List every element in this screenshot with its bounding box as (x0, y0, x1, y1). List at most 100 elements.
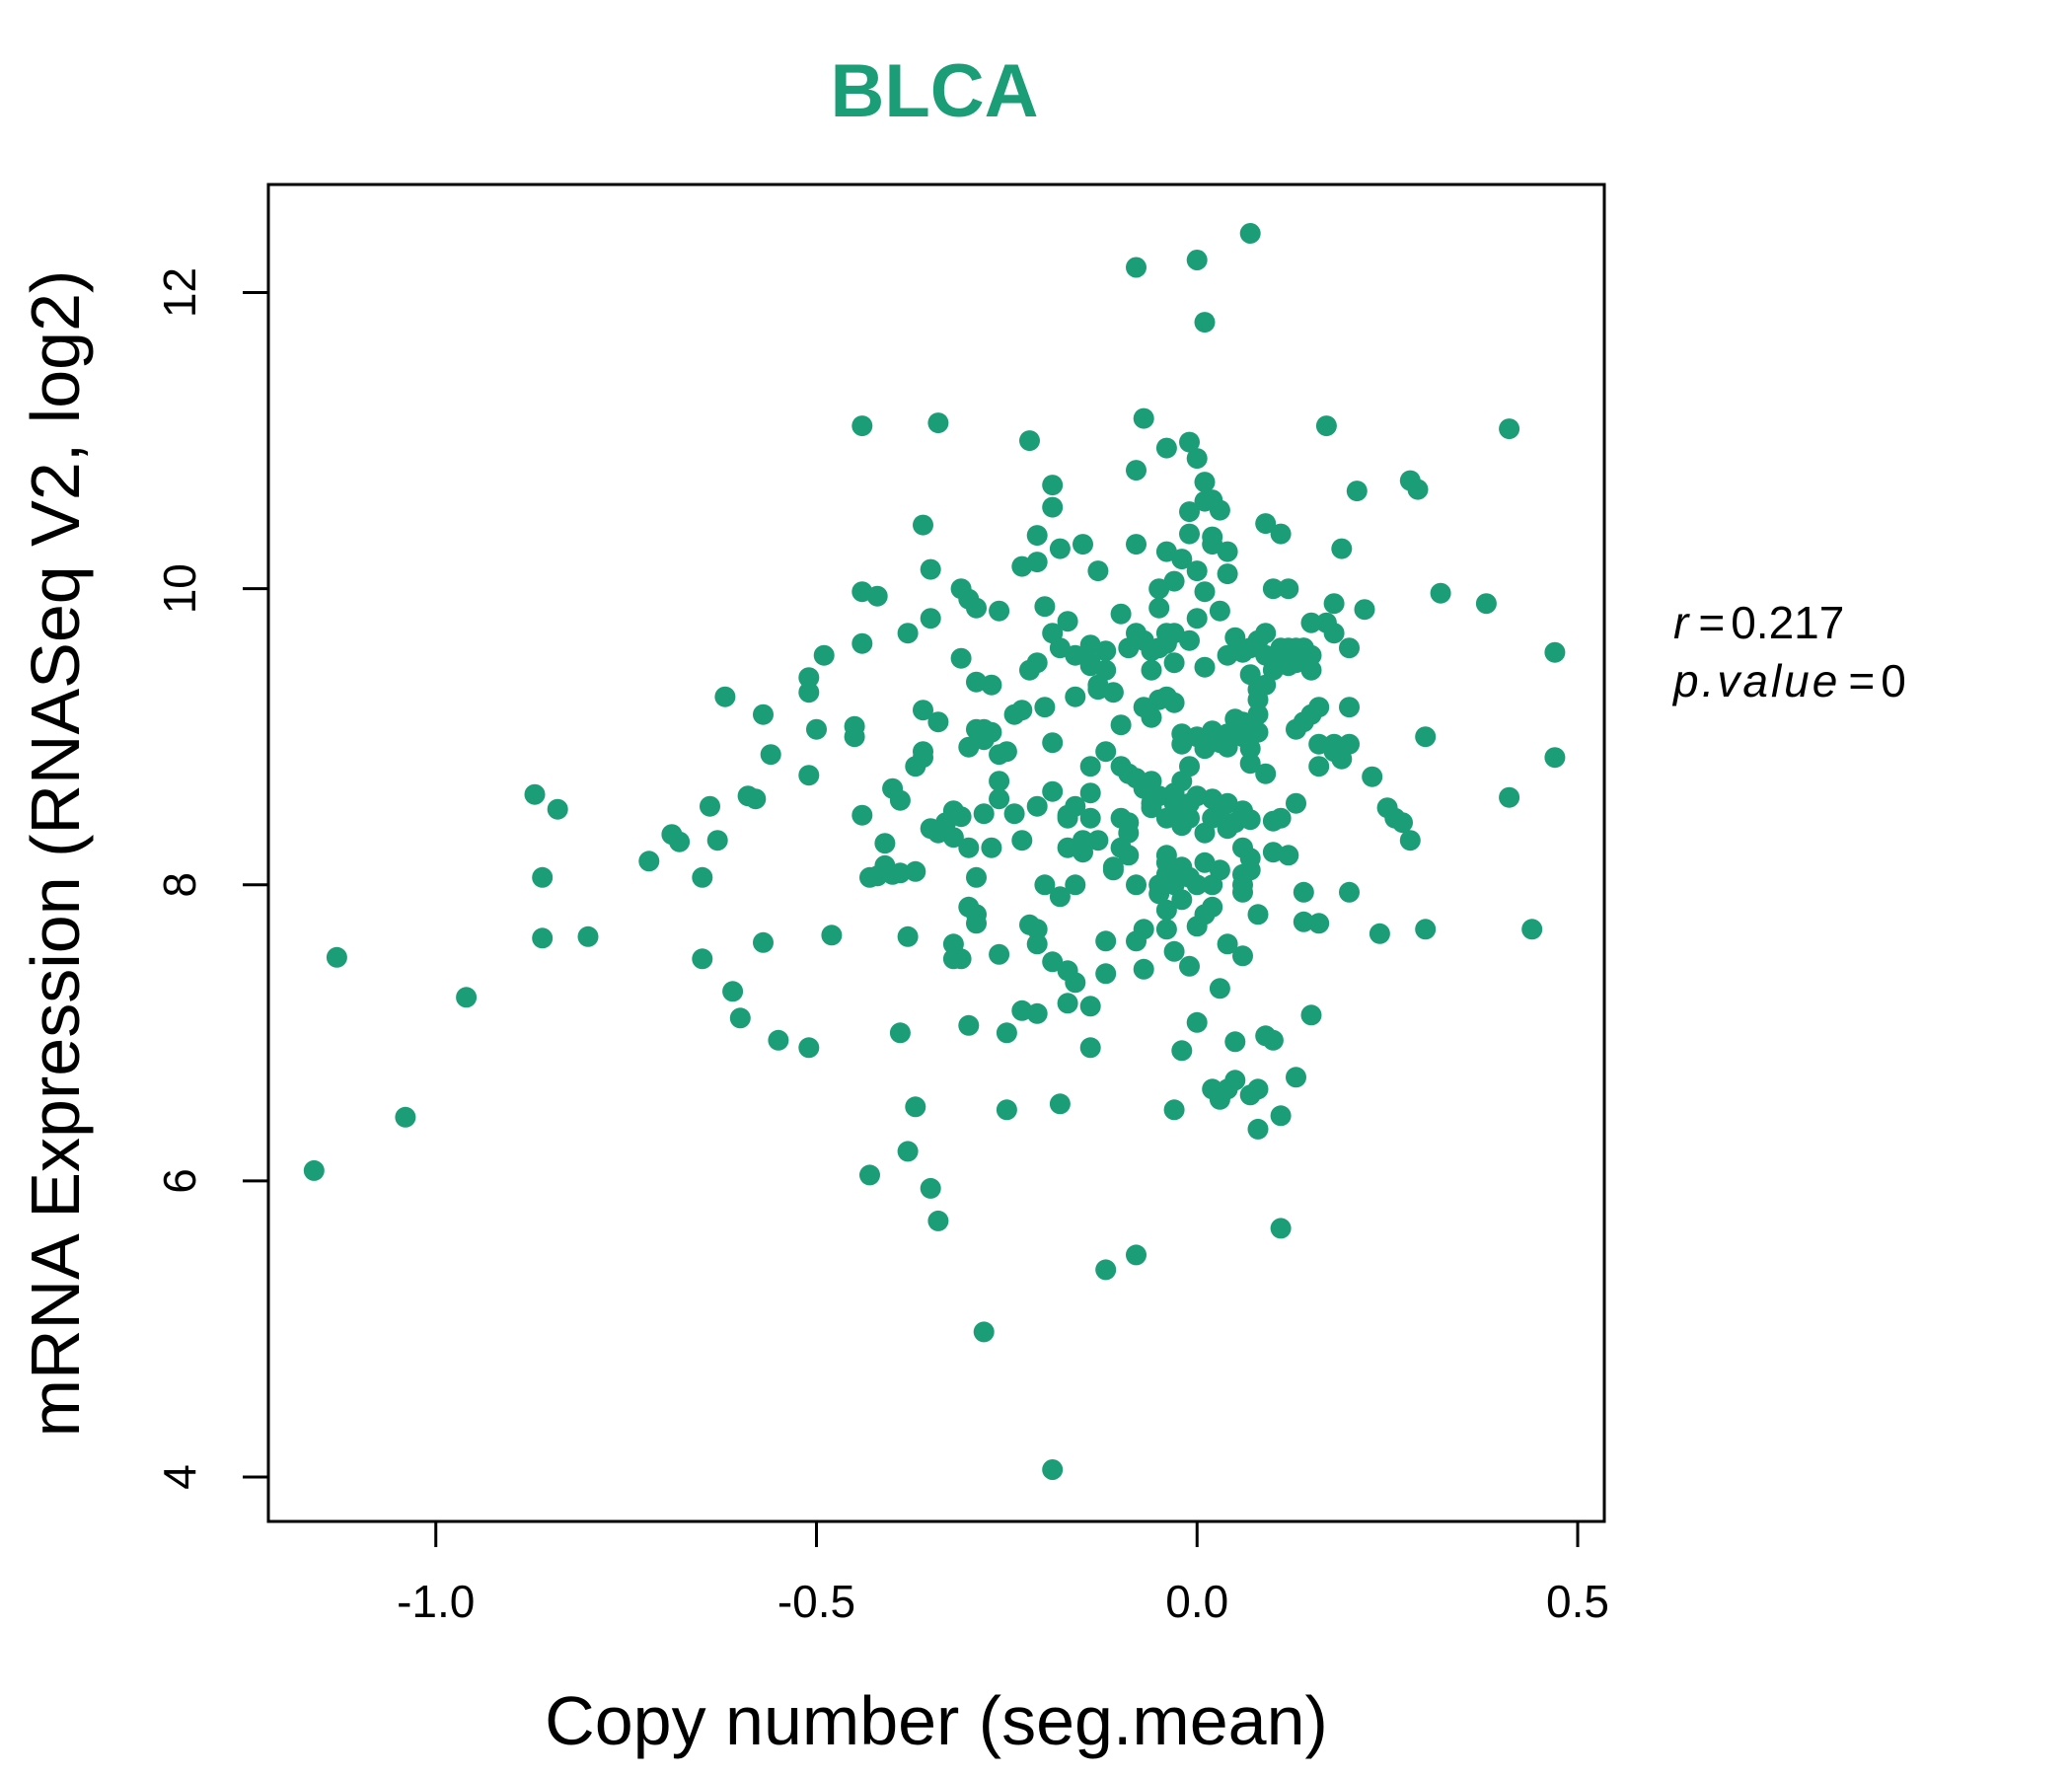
data-point (1247, 1078, 1269, 1100)
data-point (1544, 747, 1566, 769)
data-point (1339, 881, 1360, 903)
data-point (1065, 972, 1086, 994)
data-point (1148, 597, 1170, 619)
y-tick-label: 6 (154, 1168, 205, 1194)
data-point (1239, 753, 1261, 775)
data-point (1399, 830, 1421, 851)
data-point (1300, 644, 1322, 666)
data-point (1034, 697, 1056, 718)
data-point (973, 1321, 995, 1343)
y-axis-label: mRNA Expression (RNASeq V2, log2) (17, 270, 94, 1438)
data-point (1339, 733, 1360, 755)
data-point (1042, 475, 1064, 496)
data-point (1308, 756, 1330, 777)
data-point (1110, 603, 1132, 625)
data-point (692, 948, 713, 970)
data-point (1247, 721, 1269, 743)
p-value: 0 (1881, 655, 1906, 706)
data-point (692, 866, 713, 888)
data-point (577, 925, 599, 947)
data-point (1049, 886, 1071, 908)
data-point (1095, 963, 1117, 985)
data-point (1346, 481, 1368, 502)
data-point (1042, 780, 1064, 802)
data-point (1110, 714, 1132, 736)
data-point (874, 833, 896, 854)
data-point (1202, 526, 1223, 548)
data-point (1087, 830, 1109, 851)
data-point (1186, 560, 1208, 582)
data-point (326, 946, 347, 968)
data-point (1011, 830, 1033, 851)
data-point (729, 1007, 751, 1029)
plot-frame (266, 183, 1606, 1523)
data-point (1339, 637, 1360, 659)
x-axis: -1.0 -0.5 0.0 0.5 (397, 1519, 1609, 1627)
data-point (1392, 812, 1413, 834)
data-point (920, 1177, 941, 1199)
data-point (1049, 1093, 1071, 1115)
data-point (1126, 257, 1147, 278)
data-point (1224, 1031, 1246, 1053)
data-point (1186, 608, 1208, 629)
data-point (395, 1106, 416, 1128)
data-point (1179, 431, 1200, 453)
data-point (1270, 1105, 1292, 1127)
data-point (1171, 549, 1193, 570)
data-point (1217, 541, 1238, 562)
data-point (547, 798, 568, 820)
data-point (1095, 659, 1117, 681)
data-point (958, 1014, 980, 1036)
data-point (859, 1164, 880, 1186)
data-point (798, 667, 820, 689)
data-point (1270, 523, 1292, 545)
data-point (927, 711, 949, 733)
data-point (1042, 1459, 1064, 1480)
data-point (638, 851, 660, 872)
data-point (1079, 996, 1101, 1017)
data-point (981, 721, 1002, 743)
data-point (1315, 415, 1337, 437)
data-point (1026, 1002, 1048, 1024)
data-point (1102, 682, 1124, 703)
data-point (700, 795, 720, 817)
data-point (1179, 756, 1200, 777)
data-point (989, 600, 1010, 622)
data-point (669, 831, 691, 852)
data-point (1202, 896, 1223, 918)
data-point (1415, 726, 1437, 748)
data-point (1278, 578, 1299, 600)
data-point (1247, 904, 1269, 925)
correlation-stats: r = 0.217 p.value = 0 (1671, 597, 1906, 706)
data-point (1217, 933, 1238, 955)
data-point (1026, 933, 1048, 955)
data-point (1323, 623, 1345, 644)
r-stat: r = 0.217 (1673, 597, 1844, 648)
data-point (1026, 919, 1048, 940)
data-point (1209, 499, 1230, 521)
data-point (973, 803, 995, 825)
data-point (1209, 978, 1230, 999)
data-point (1217, 563, 1238, 585)
data-point (1163, 1099, 1185, 1121)
data-point (966, 597, 987, 619)
data-point (1133, 407, 1154, 429)
data-point (1118, 822, 1140, 844)
data-point (1194, 656, 1216, 678)
data-point (942, 827, 964, 849)
data-point (1141, 659, 1162, 681)
data-point (913, 700, 933, 721)
data-point (1026, 795, 1048, 817)
data-point (1133, 919, 1154, 940)
data-point (1102, 856, 1124, 878)
y-axis: 4 6 8 10 12 (154, 267, 270, 1490)
data-point (889, 1022, 911, 1044)
data-point (1239, 848, 1261, 869)
data-point (966, 866, 987, 888)
data-point (1079, 782, 1101, 804)
data-point (1499, 786, 1520, 808)
data-point (913, 514, 933, 536)
data-point (1079, 1037, 1101, 1059)
data-point (1407, 479, 1429, 500)
data-point (1339, 697, 1360, 718)
